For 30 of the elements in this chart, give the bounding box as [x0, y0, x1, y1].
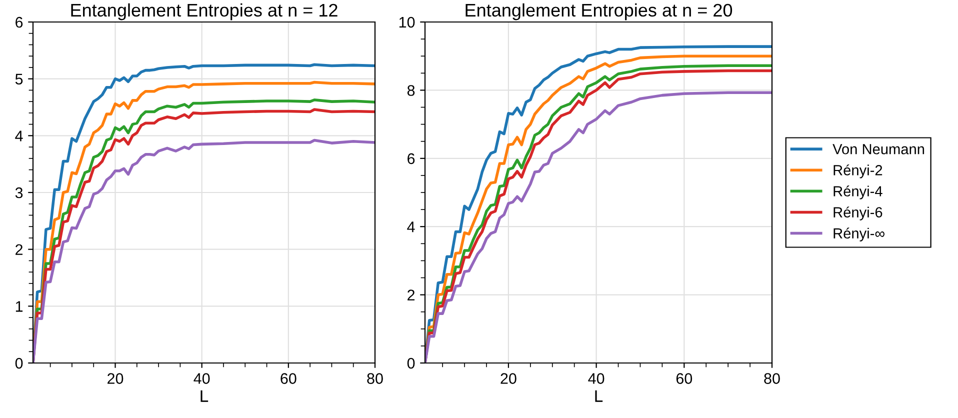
- x-tick-label: 40: [194, 373, 210, 384]
- y-tick-label: 10: [399, 16, 415, 28]
- chart-title: Entanglement Entropies at n = 12: [71, 3, 338, 20]
- chart-title: Entanglement Entropies at n = 20: [466, 3, 732, 20]
- x-tick-label: 80: [764, 373, 780, 384]
- legend-label: Von Neumann: [832, 144, 924, 154]
- y-tick-label: 2: [408, 290, 415, 300]
- x-tick-label: 20: [108, 373, 124, 384]
- y-tick-label: 4: [15, 130, 23, 142]
- legend-label: Rényi-2: [834, 164, 882, 178]
- y-tick-label: 1: [16, 301, 23, 312]
- y-tick-label: 5: [15, 74, 23, 85]
- legend-label: Rényi-6: [834, 206, 882, 220]
- x-axis-title: L: [595, 390, 603, 402]
- legend-label: Rényi-4: [834, 186, 882, 200]
- y-tick-label: 2: [16, 244, 23, 255]
- y-tick-label: 6: [16, 16, 23, 28]
- y-tick-label: 4: [407, 222, 415, 232]
- x-tick-label: 60: [280, 373, 296, 384]
- y-tick-label: 8: [407, 85, 415, 96]
- x-tick-label: 40: [588, 373, 604, 384]
- x-tick-label: 20: [500, 373, 516, 384]
- x-tick-label: 80: [367, 373, 383, 384]
- legend-label: Rényi-∞: [834, 228, 884, 242]
- y-tick-label: 6: [408, 153, 415, 164]
- y-tick-label: 0: [407, 358, 415, 369]
- y-tick-label: 3: [15, 187, 23, 198]
- x-axis-title: L: [200, 390, 208, 402]
- x-tick-label: 60: [676, 373, 692, 384]
- y-tick-label: 0: [15, 358, 23, 369]
